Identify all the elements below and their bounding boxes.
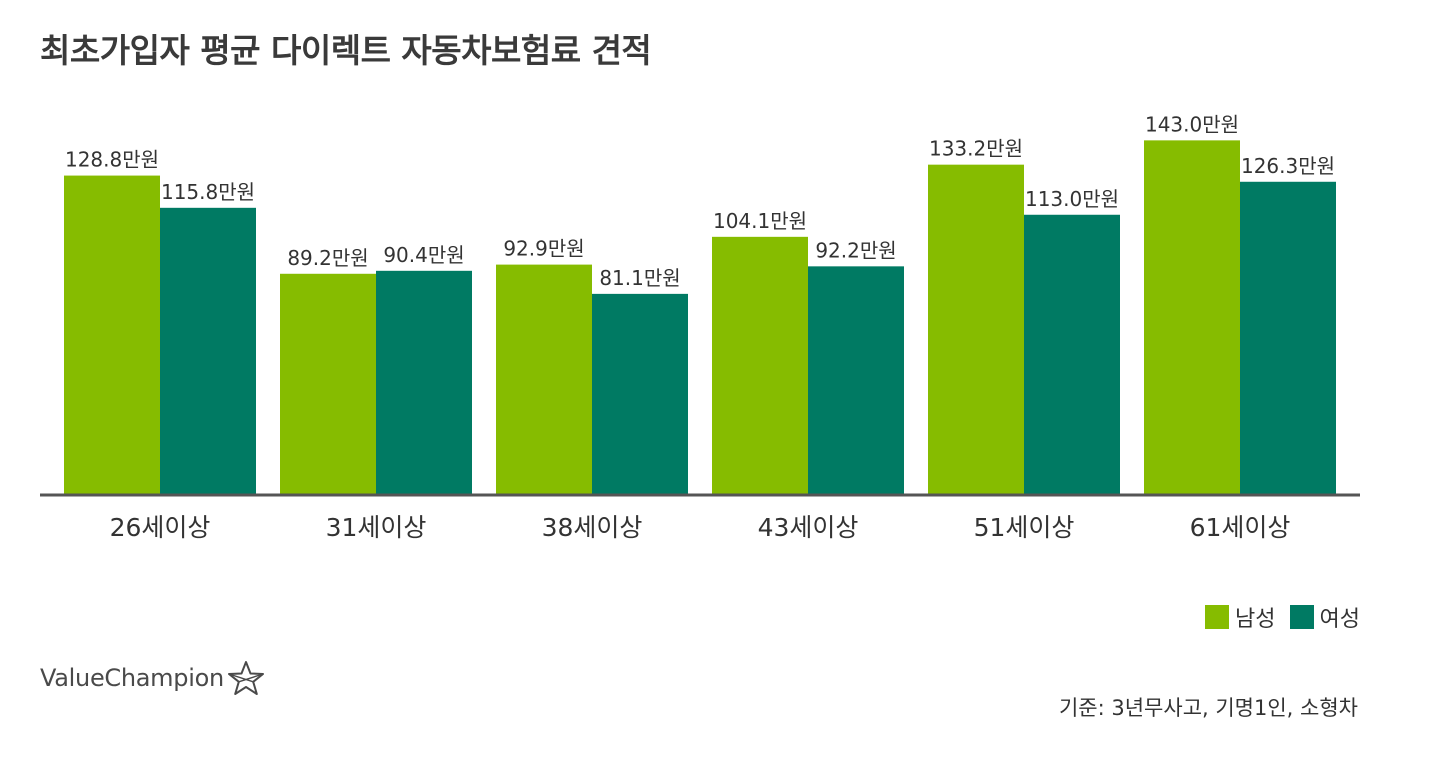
data-label-female-5: 113.0만원 [1025, 187, 1119, 211]
data-label-male-6: 143.0만원 [1145, 112, 1239, 136]
data-label-male-3: 92.9만원 [503, 237, 584, 261]
legend-swatch-female [1289, 605, 1314, 629]
bar-male-4 [712, 236, 808, 495]
legend-item-male: 남성 [1205, 601, 1276, 633]
legend-label-female: 여성 [1319, 607, 1360, 632]
data-label-female-1: 115.8만원 [161, 180, 255, 204]
category-label-2: 31세이상 [326, 513, 427, 542]
footnote: 기준: 3년무사고, 기명1인, 소형차 [1058, 696, 1358, 720]
data-label-female-2: 90.4만원 [383, 243, 464, 267]
category-label-5: 51세이상 [974, 513, 1075, 542]
bar-male-5 [928, 164, 1024, 495]
chart-title: 최초가입자 평균 다이렉트 자동차보험료 견적 [40, 31, 652, 70]
legend-item-female: 여성 [1289, 601, 1360, 633]
bar-male-6 [1144, 140, 1240, 496]
bar-female-6 [1240, 181, 1336, 495]
category-label-1: 26세이상 [110, 513, 211, 542]
bar-female-2 [376, 270, 472, 495]
data-label-female-3: 81.1만원 [599, 266, 680, 290]
brand-logo-text: ValueChampion [40, 664, 224, 692]
data-label-male-4: 104.1만원 [713, 209, 807, 233]
bar-male-2 [280, 273, 376, 495]
bar-male-3 [496, 264, 592, 495]
bar-female-1 [160, 207, 256, 496]
category-label-3: 38세이상 [542, 513, 643, 542]
data-label-male-1: 128.8만원 [65, 148, 159, 172]
bar-female-4 [808, 266, 904, 495]
category-label-4: 43세이상 [758, 513, 859, 542]
star-outline-icon [227, 661, 264, 695]
data-label-female-6: 126.3만원 [1241, 154, 1335, 178]
bar-female-3 [592, 293, 688, 495]
category-label-6: 61세이상 [1190, 513, 1291, 542]
legend: 남성 여성 [1205, 601, 1360, 633]
bar-female-5 [1024, 214, 1120, 495]
data-label-male-2: 89.2만원 [287, 246, 368, 270]
brand-logo: ValueChampion [40, 660, 266, 696]
legend-label-male: 남성 [1235, 607, 1276, 632]
legend-swatch-male [1205, 605, 1230, 629]
bar-male-1 [64, 175, 160, 496]
data-label-female-4: 92.2만원 [815, 238, 896, 262]
data-label-male-5: 133.2만원 [929, 137, 1023, 161]
